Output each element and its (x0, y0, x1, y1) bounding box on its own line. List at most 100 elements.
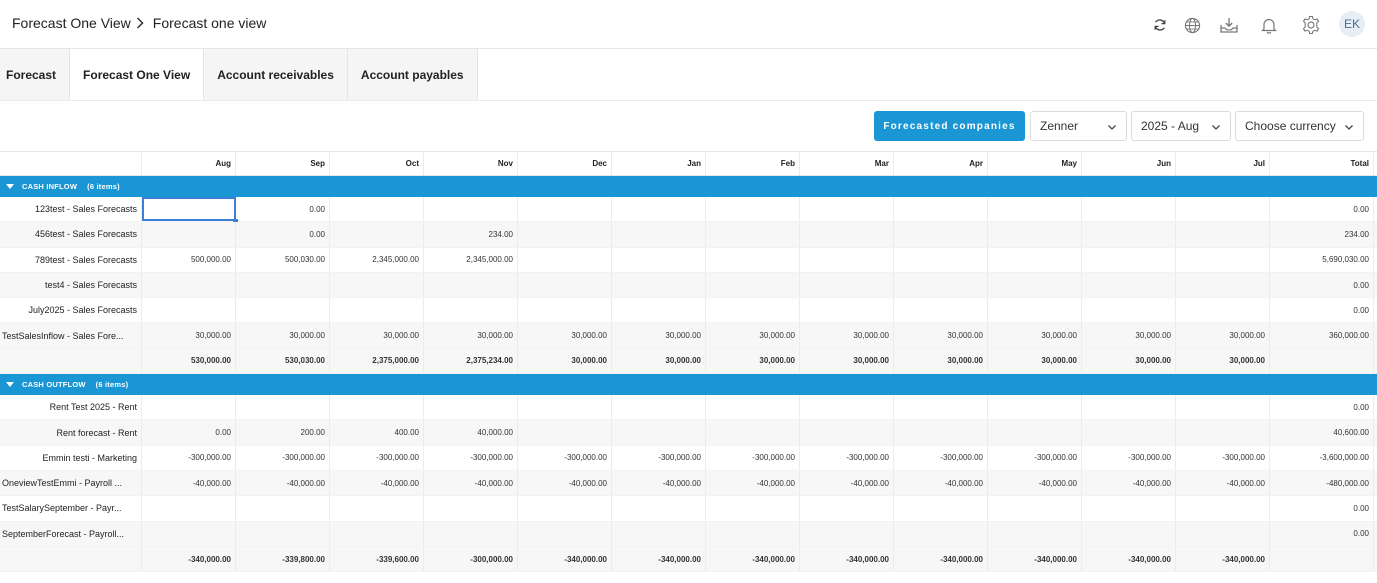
column-header-sep[interactable]: Sep (236, 152, 330, 175)
value-cell[interactable] (800, 197, 894, 222)
value-cell[interactable] (612, 272, 706, 298)
value-cell[interactable]: 30,000.00 (706, 323, 800, 348)
value-cell[interactable]: -3,600,000.00 (1270, 445, 1374, 470)
value-cell[interactable]: 0.00 (1270, 395, 1374, 420)
value-cell[interactable]: 30,000.00 (424, 323, 518, 348)
value-cell[interactable] (1176, 521, 1270, 546)
value-cell[interactable] (800, 298, 894, 323)
value-cell[interactable] (800, 247, 894, 272)
value-cell[interactable] (894, 496, 988, 521)
value-cell[interactable]: 0.00 (1270, 197, 1374, 222)
gear-icon[interactable] (1298, 12, 1324, 38)
value-cell[interactable]: -300,000.00 (518, 445, 612, 470)
value-cell[interactable]: 30,000.00 (142, 323, 236, 348)
value-cell[interactable]: -300,000.00 (1176, 445, 1270, 470)
value-cell[interactable] (706, 197, 800, 222)
value-cell[interactable]: -40,000.00 (518, 470, 612, 496)
value-cell[interactable] (142, 222, 236, 247)
value-cell[interactable]: -40,000.00 (142, 470, 236, 496)
column-header-dec[interactable]: Dec (518, 152, 612, 175)
value-cell[interactable]: 234.00 (424, 222, 518, 247)
value-cell[interactable]: 30,000.00 (236, 323, 330, 348)
tab-account-payables[interactable]: Account payables (347, 49, 478, 101)
value-cell[interactable]: -300,000.00 (706, 445, 800, 470)
value-cell[interactable] (988, 395, 1082, 420)
value-cell[interactable] (1082, 298, 1176, 323)
refresh-icon[interactable] (1147, 12, 1173, 38)
value-cell[interactable]: 30,000.00 (894, 323, 988, 348)
value-cell[interactable] (424, 197, 518, 222)
value-cell[interactable]: 30,000.00 (612, 323, 706, 348)
value-cell[interactable] (330, 272, 424, 298)
value-cell[interactable]: 500,030.00 (236, 247, 330, 272)
value-cell[interactable] (988, 521, 1082, 546)
value-cell[interactable] (424, 496, 518, 521)
value-cell[interactable]: -480,000.00 (1270, 470, 1374, 496)
value-cell[interactable] (612, 521, 706, 546)
value-cell[interactable]: 0.00 (1270, 298, 1374, 323)
currency-select[interactable]: Choose currency (1235, 111, 1364, 141)
value-cell[interactable] (706, 496, 800, 521)
value-cell[interactable]: -300,000.00 (894, 445, 988, 470)
company-select[interactable]: Zenner (1030, 111, 1127, 141)
value-cell[interactable]: 0.00 (142, 420, 236, 445)
value-cell[interactable]: -300,000.00 (424, 445, 518, 470)
value-cell[interactable] (424, 298, 518, 323)
value-cell[interactable] (424, 521, 518, 546)
value-cell[interactable] (988, 272, 1082, 298)
value-cell[interactable] (330, 298, 424, 323)
column-header-jun[interactable]: Jun (1082, 152, 1176, 175)
value-cell[interactable] (236, 298, 330, 323)
value-cell[interactable] (1176, 420, 1270, 445)
forecasted-companies-button[interactable]: Forecasted companies (874, 111, 1025, 141)
column-header-may[interactable]: May (988, 152, 1082, 175)
value-cell[interactable] (894, 420, 988, 445)
value-cell[interactable]: -40,000.00 (1082, 470, 1176, 496)
value-cell[interactable] (894, 272, 988, 298)
bell-icon[interactable] (1256, 12, 1282, 38)
value-cell[interactable] (330, 496, 424, 521)
value-cell[interactable] (800, 521, 894, 546)
value-cell[interactable]: 200.00 (236, 420, 330, 445)
value-cell[interactable]: 0.00 (236, 222, 330, 247)
column-header-apr[interactable]: Apr (894, 152, 988, 175)
value-cell[interactable]: 234.00 (1270, 222, 1374, 247)
value-cell[interactable] (236, 272, 330, 298)
value-cell[interactable] (330, 521, 424, 546)
value-cell[interactable] (518, 521, 612, 546)
value-cell[interactable] (894, 395, 988, 420)
value-cell[interactable]: -300,000.00 (988, 445, 1082, 470)
value-cell[interactable]: 0.00 (1270, 521, 1374, 546)
value-cell[interactable]: -300,000.00 (142, 445, 236, 470)
value-cell[interactable] (1176, 395, 1270, 420)
value-cell[interactable] (612, 395, 706, 420)
column-header-oct[interactable]: Oct (330, 152, 424, 175)
value-cell[interactable] (1176, 298, 1270, 323)
value-cell[interactable] (1082, 272, 1176, 298)
value-cell[interactable]: -40,000.00 (330, 470, 424, 496)
value-cell[interactable] (894, 222, 988, 247)
value-cell[interactable]: -300,000.00 (1082, 445, 1176, 470)
value-cell[interactable]: 500,000.00 (142, 247, 236, 272)
value-cell[interactable] (800, 496, 894, 521)
value-cell[interactable] (1176, 247, 1270, 272)
value-cell[interactable]: 30,000.00 (330, 323, 424, 348)
value-cell[interactable] (330, 395, 424, 420)
group-header-cash-inflow[interactable]: CASH INFLOW (6 items) (0, 176, 1377, 197)
value-cell[interactable] (142, 272, 236, 298)
value-cell[interactable] (800, 222, 894, 247)
value-cell[interactable]: -300,000.00 (612, 445, 706, 470)
value-cell[interactable] (142, 521, 236, 546)
value-cell[interactable] (142, 197, 238, 225)
value-cell[interactable] (894, 247, 988, 272)
value-cell[interactable] (988, 420, 1082, 445)
value-cell[interactable]: -40,000.00 (612, 470, 706, 496)
value-cell[interactable]: 30,000.00 (1176, 323, 1270, 348)
value-cell[interactable] (800, 420, 894, 445)
value-cell[interactable] (988, 197, 1082, 222)
value-cell[interactable] (800, 395, 894, 420)
value-cell[interactable] (1082, 197, 1176, 222)
value-cell[interactable] (518, 420, 612, 445)
download-tray-icon[interactable] (1216, 12, 1242, 38)
value-cell[interactable]: 2,345,000.00 (330, 247, 424, 272)
